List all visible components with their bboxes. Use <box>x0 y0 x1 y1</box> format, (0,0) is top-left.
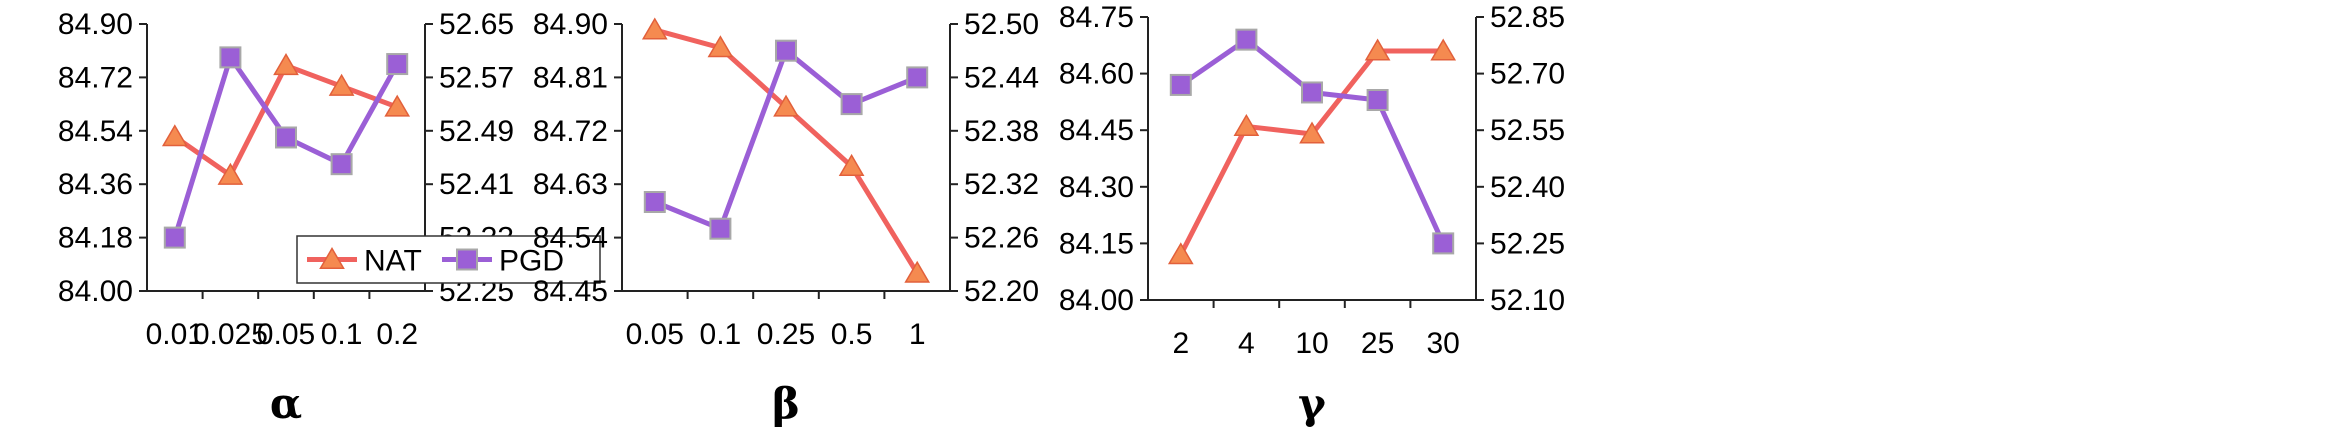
left-tick-label: 84.18 <box>58 222 133 255</box>
left-tick-label: 84.90 <box>58 8 133 41</box>
left-tick-label: 84.90 <box>533 8 608 41</box>
left-tick-label: 84.54 <box>58 115 133 148</box>
x-axis-label: γ <box>1298 379 1326 428</box>
x-tick-label: 25 <box>1361 327 1394 360</box>
left-tick-label: 84.72 <box>58 61 133 94</box>
legend-pgd-marker <box>456 248 478 271</box>
x-tick-label: 0.1 <box>700 318 742 351</box>
x-tick-label: 2 <box>1172 327 1189 360</box>
nat-point <box>904 260 931 283</box>
right-tick-label: 52.20 <box>964 275 1039 308</box>
chart-panel-2: 84.45 84.54 84.63 84.72 84.81 84.90 52.20 52.26… <box>533 8 1039 428</box>
right-tick-label: 52.41 <box>439 168 514 201</box>
legend-nat-marker <box>319 247 345 270</box>
pgd-point <box>275 126 297 149</box>
pgd-point <box>163 226 186 249</box>
legend-nat-label: NAT <box>364 245 422 278</box>
left-tick-label: 84.60 <box>1059 58 1134 91</box>
x-tick-label: 30 <box>1427 327 1460 360</box>
right-tick-label: 52.26 <box>964 222 1039 255</box>
left-tick-label: 84.00 <box>1059 284 1134 317</box>
pgd-point <box>1169 73 1192 96</box>
nat-point <box>1299 121 1325 144</box>
right-tick-label: 52.40 <box>1490 171 1565 204</box>
x-tick-label: 0.2 <box>376 318 418 351</box>
x-tick-label: 0.25 <box>757 318 815 351</box>
right-tick-label: 52.38 <box>964 115 1039 148</box>
pgd-point <box>709 217 732 240</box>
pgd-point <box>330 153 353 176</box>
left-tick-label: 84.45 <box>1059 114 1134 147</box>
pgd-point <box>775 39 797 62</box>
x-tick-label: 1 <box>909 318 926 351</box>
right-tick-label: 52.50 <box>964 8 1039 41</box>
nat-point <box>1233 113 1260 136</box>
pgd-point <box>1366 89 1389 112</box>
right-tick-label: 52.85 <box>1490 1 1565 34</box>
nat-point <box>161 124 188 147</box>
left-tick-label: 84.72 <box>533 115 608 148</box>
series-line-pgd <box>653 48 919 232</box>
legend: NAT PGD <box>296 235 601 284</box>
pgd-point <box>643 191 666 213</box>
left-tick-label: 84.54 <box>533 222 608 255</box>
x-tick-label: 0.5 <box>831 318 873 351</box>
x-tick-label: 10 <box>1295 327 1328 360</box>
x-axis-label: β <box>772 379 800 428</box>
x-tick-label: 0.025 <box>193 318 268 351</box>
right-tick-label: 52.57 <box>439 61 514 94</box>
nat-point <box>707 35 734 58</box>
nat-point <box>384 94 411 117</box>
pgd-point <box>906 66 929 89</box>
x-tick-label: 0.05 <box>626 318 684 351</box>
right-tick-label: 52.70 <box>1490 58 1565 91</box>
nat-point <box>1364 38 1391 61</box>
nat-point <box>641 17 668 40</box>
nat-point <box>773 94 799 117</box>
right-tick-label: 52.25 <box>1490 227 1565 260</box>
left-tick-label: 84.63 <box>533 168 608 201</box>
nat-point <box>1430 38 1457 61</box>
x-tick-label: 0.1 <box>321 318 363 351</box>
pgd-point <box>1432 232 1455 255</box>
pgd-point <box>1301 81 1323 104</box>
left-tick-label: 84.81 <box>533 61 608 94</box>
x-tick-label: 0.01 <box>146 318 204 351</box>
x-tick-label: 4 <box>1238 327 1255 360</box>
series-line-nat <box>654 27 920 275</box>
left-tick-label: 84.15 <box>1059 227 1134 260</box>
pgd-point <box>1235 28 1258 51</box>
left-tick-label: 84.75 <box>1059 1 1134 34</box>
left-tick-label: 84.45 <box>533 275 608 308</box>
right-tick-label: 52.65 <box>439 8 514 41</box>
pgd-point <box>840 93 863 116</box>
left-tick-label: 84.36 <box>58 168 133 201</box>
chart-panel-3: 84.00 84.15 84.30 84.45 84.60 84.75 52.10 52.25… <box>1059 1 1565 428</box>
right-tick-label: 52.32 <box>964 168 1039 201</box>
pgd-point <box>386 53 409 76</box>
x-tick-label: 0.05 <box>257 318 315 351</box>
right-tick-label: 52.10 <box>1490 284 1565 317</box>
nat-point <box>217 162 244 185</box>
left-tick-label: 84.30 <box>1059 171 1134 204</box>
nat-point <box>328 73 355 96</box>
chart-panel-1: 84.0084.1884.3684.5484.7284.9052.2552.33… <box>58 8 601 428</box>
right-tick-label: 52.44 <box>964 61 1039 94</box>
pgd-point <box>219 46 242 69</box>
right-tick-label: 52.55 <box>1490 114 1565 147</box>
nat-point <box>273 53 299 76</box>
x-axis-label: α <box>270 379 302 428</box>
nat-point <box>1167 242 1194 265</box>
nat-point <box>838 153 865 176</box>
legend-pgd-label: PGD <box>499 245 564 278</box>
right-tick-label: 52.49 <box>439 115 514 148</box>
left-tick-label: 84.00 <box>58 275 133 308</box>
